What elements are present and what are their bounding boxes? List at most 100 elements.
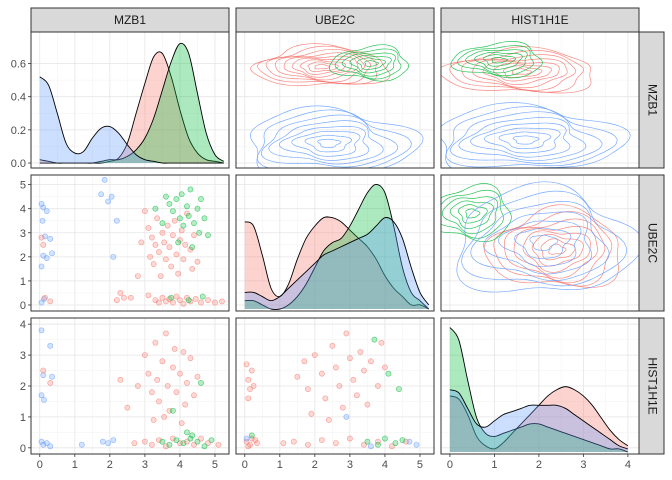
contour-line-group-0: [503, 218, 606, 284]
row-strips: MZB1 UBE2C HIST1H1E: [638, 31, 665, 455]
scatter-point: [47, 380, 54, 386]
panel-border: [235, 31, 435, 169]
panel-grid-lines: [236, 175, 434, 311]
row-strip-ube2c: [638, 174, 665, 312]
y-tick-label: 0.4: [11, 92, 26, 104]
scatter-point: [148, 441, 155, 448]
density-area-group-2: [244, 217, 429, 309]
scatter-point: [173, 389, 180, 396]
x-tick-label: 0: [447, 459, 453, 471]
scatter-point: [159, 438, 166, 445]
density-area-group-0: [39, 51, 224, 164]
scatter-point: [145, 370, 152, 377]
scatter-point: [184, 380, 190, 386]
contour-line-group-2: [279, 126, 370, 161]
scatter-point: [201, 215, 208, 222]
scatter-point: [148, 234, 155, 241]
scatter-point: [177, 297, 183, 304]
scatter-point: [159, 294, 166, 301]
contour-line-group-2: [450, 111, 603, 165]
density-curve-group-1: [244, 184, 430, 310]
scatter-point: [413, 441, 420, 448]
contour-line-group-1: [483, 54, 517, 67]
scatter-point: [150, 261, 157, 267]
contour-line-group-2: [249, 105, 424, 168]
y-tick-label: 0: [20, 443, 26, 455]
scatter-point: [311, 352, 318, 358]
axis-ticks: 0 1 2 3 4 5 0 1 2 3 4 5 0 1 2 3 4 0.0 0.2 0.4 0.6 0 1 2 3 4 5 0 1 2 3 4: [11, 59, 631, 471]
scatter-point: [178, 191, 185, 198]
density-area-group-2: [449, 389, 628, 452]
contour-line-group-2: [512, 135, 540, 145]
scatter-point: [40, 367, 47, 374]
scatter-point: [375, 383, 381, 389]
scatter-point: [134, 383, 141, 389]
scatter-point: [157, 273, 164, 279]
contour-line-group-0: [531, 233, 584, 267]
scatter-point: [99, 438, 106, 445]
density-area-group-0: [449, 386, 628, 452]
density-curve-group-2: [39, 76, 224, 164]
scatter-point: [38, 392, 45, 399]
scatter-point: [110, 253, 117, 260]
contour-line-group-2: [441, 102, 631, 168]
density-area-group-2: [39, 76, 224, 164]
scatter-point: [138, 239, 145, 246]
contour-line-group-0: [522, 230, 591, 273]
contour-line-group-2: [461, 190, 628, 287]
y-tick-label: 0.2: [11, 125, 26, 137]
contour-panel-HIST1H1E-MZB1: [441, 41, 631, 168]
scatter-point: [117, 290, 124, 296]
panel-0-2: [440, 31, 640, 169]
scatter-point: [163, 193, 169, 200]
scatter-point: [322, 395, 329, 402]
contour-line-group-1: [457, 204, 488, 224]
contour-line-group-2: [268, 120, 384, 165]
scatter-point: [171, 346, 178, 352]
y-tick-label: 5: [20, 180, 26, 192]
scatter-point: [38, 438, 45, 445]
scatter-point: [180, 256, 187, 263]
x-tick-label: 2: [536, 459, 542, 471]
scatter-point: [182, 241, 189, 248]
scatter-point: [364, 438, 371, 445]
scatter-point: [124, 404, 131, 411]
scatter-panel-MZB1-UBE2C: [38, 176, 225, 307]
scatter-point: [280, 440, 287, 447]
contour-line-group-0: [513, 225, 598, 279]
panel-background: [236, 32, 434, 168]
scatter-point: [148, 389, 155, 396]
scatter-point: [180, 300, 187, 307]
scatter-point: [108, 193, 115, 200]
contour-line-group-0: [250, 43, 391, 87]
scatter-point: [173, 251, 180, 258]
scatter-point: [42, 233, 48, 240]
scatter-point: [399, 437, 406, 443]
scatter-point: [131, 440, 138, 447]
panel-grid-lines: [441, 318, 639, 454]
scatter-point: [163, 443, 169, 450]
density-panel-MZB1: [39, 42, 225, 164]
scatter-point: [346, 435, 353, 442]
scatter-point: [178, 420, 185, 426]
scatter-point: [191, 220, 197, 227]
scatter-point: [156, 299, 162, 306]
contour-line-group-2: [470, 122, 571, 158]
scatter-point: [105, 440, 111, 447]
panel-border: [440, 31, 640, 169]
panel-grid-lines: [236, 318, 434, 454]
panel-grid-lines: [31, 318, 229, 454]
contour-line-group-1: [328, 44, 410, 82]
contour-line-group-2: [470, 201, 610, 282]
scatter-point: [177, 370, 183, 377]
scatter-point: [161, 239, 168, 246]
scatter-point: [38, 299, 45, 306]
scatter-point: [368, 443, 374, 450]
scatter-point: [198, 299, 204, 306]
x-tick-label: 2: [107, 459, 113, 471]
scatter-point: [254, 440, 260, 447]
scatter-point: [113, 217, 120, 224]
contour-line-group-1: [334, 48, 402, 80]
contour-line-group-2: [514, 227, 572, 259]
scatter-point: [175, 239, 182, 246]
